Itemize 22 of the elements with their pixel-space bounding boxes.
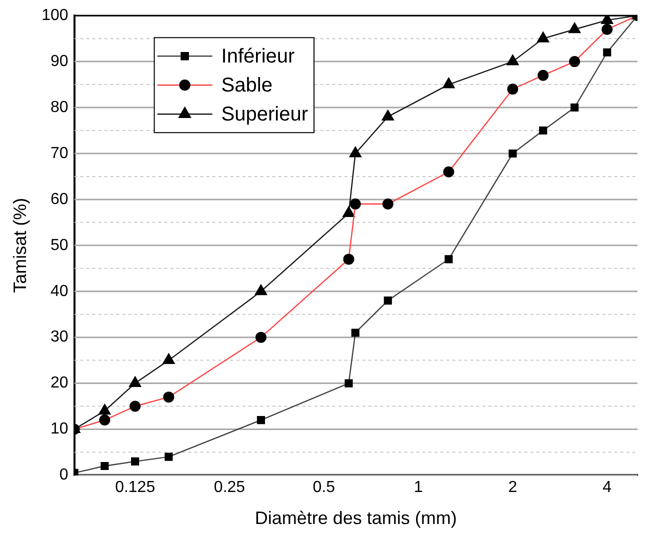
legend-label: Sable [221, 74, 272, 97]
y-tick-label: 100 [42, 7, 68, 24]
y-tick-label: 60 [50, 190, 68, 208]
x-tick-label: 1 [414, 479, 423, 496]
y-tick-label: 90 [50, 52, 68, 70]
y-tick-label: 50 [50, 236, 68, 254]
y-axis-title: Tamisat (%) [10, 198, 30, 293]
x-tick-label: 0.125 [115, 479, 156, 496]
y-tick-label: 30 [50, 328, 68, 346]
y-tick-label: 0 [59, 466, 68, 484]
legend-label: Inférieur [221, 46, 296, 68]
x-tick-label: 0.25 [214, 479, 246, 496]
y-tick-label: 40 [50, 282, 68, 300]
y-tick-label: 20 [50, 374, 68, 392]
x-axis-title: Diamètre des tamis (mm) [254, 508, 457, 528]
x-tick-label: 2 [508, 479, 518, 496]
y-tick-label: 70 [50, 144, 68, 162]
x-tick-label: 4 [602, 479, 612, 496]
y-tick-label: 80 [50, 98, 68, 116]
legend-label: Superieur [221, 104, 308, 126]
y-tick-label: 10 [50, 420, 68, 438]
x-tick-label: 0.5 [312, 479, 336, 496]
